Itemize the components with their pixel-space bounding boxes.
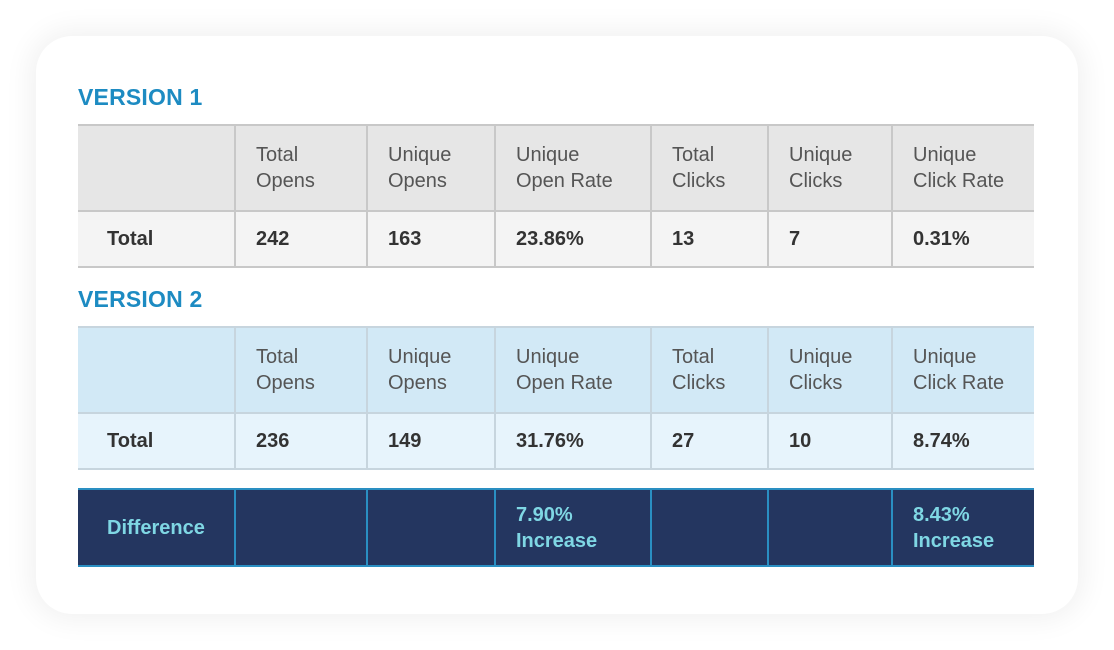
header-line: Unique <box>388 144 452 166</box>
row-label: Total <box>78 211 235 268</box>
header-line: Opens <box>256 170 315 192</box>
difference-empty-cell <box>234 488 367 567</box>
row-label: Total <box>78 413 235 470</box>
header-cell-total-opens: Total Opens <box>234 326 367 414</box>
header-line: Click Rate <box>913 170 1005 192</box>
table-row: Total 242 163 23.86% 13 7 0.31% <box>78 211 1034 268</box>
header-line: Unique <box>913 346 977 368</box>
header-line: Total <box>672 346 715 368</box>
header-cell-unique-click-rate: Unique Click Rate <box>891 326 1034 414</box>
header-empty-cell <box>78 326 235 414</box>
difference-row: Difference 7.90% Increase 8.43% Increase <box>78 488 1034 567</box>
difference-label: Difference <box>78 488 235 567</box>
difference-note: Increase <box>516 529 598 552</box>
difference-table: Difference 7.90% Increase 8.43% Increase <box>78 488 1034 567</box>
value-cell: 149 <box>366 413 495 470</box>
header-line: Open Rate <box>516 170 613 192</box>
header-cell-unique-open-rate: Unique Open Rate <box>494 326 651 414</box>
header-line: Opens <box>388 170 447 192</box>
difference-note: Increase <box>913 529 995 552</box>
header-line: Unique <box>388 346 452 368</box>
value-cell: 163 <box>366 211 495 268</box>
header-line: Open Rate <box>516 372 613 394</box>
header-line: Clicks <box>672 170 726 192</box>
header-line: Total <box>256 144 299 166</box>
value-cell: 23.86% <box>494 211 651 268</box>
value-cell: 236 <box>234 413 367 470</box>
header-cell-unique-open-rate: Unique Open Rate <box>494 124 651 212</box>
value-cell: 10 <box>767 413 892 470</box>
header-cell-unique-clicks: Unique Clicks <box>767 124 892 212</box>
header-line: Unique <box>516 346 580 368</box>
value-cell: 31.76% <box>494 413 651 470</box>
header-line: Unique <box>789 144 853 166</box>
header-cell-unique-click-rate: Unique Click Rate <box>891 124 1034 212</box>
version-1-title: VERSION 1 <box>78 84 203 110</box>
header-cell-total-clicks: Total Clicks <box>650 326 768 414</box>
header-cell-unique-clicks: Unique Clicks <box>767 326 892 414</box>
difference-value: 7.90% <box>516 503 573 526</box>
value-cell: 0.31% <box>891 211 1034 268</box>
table-header-row: Total Opens Unique Opens Unique Open Rate T… <box>78 124 1034 212</box>
difference-empty-cell <box>650 488 768 567</box>
header-cell-total-clicks: Total Clicks <box>650 124 768 212</box>
value-cell: 27 <box>650 413 768 470</box>
value-cell: 13 <box>650 211 768 268</box>
table-header-row: Total Opens Unique Opens Unique Open Rate T… <box>78 326 1034 414</box>
header-empty-cell <box>78 124 235 212</box>
header-line: Total <box>672 144 715 166</box>
difference-open-rate-cell: 7.90% Increase <box>494 488 651 567</box>
header-line: Total <box>256 346 299 368</box>
difference-value: 8.43% <box>913 503 970 526</box>
version-2-title: VERSION 2 <box>78 286 203 312</box>
header-line: Unique <box>789 346 853 368</box>
header-line: Opens <box>388 372 447 394</box>
value-cell: 7 <box>767 211 892 268</box>
header-cell-unique-opens: Unique Opens <box>366 326 495 414</box>
header-line: Click Rate <box>913 372 1005 394</box>
header-line: Clicks <box>789 170 843 192</box>
header-cell-unique-opens: Unique Opens <box>366 124 495 212</box>
header-line: Clicks <box>789 372 843 394</box>
header-cell-total-opens: Total Opens <box>234 124 367 212</box>
value-cell: 8.74% <box>891 413 1034 470</box>
header-line: Unique <box>913 144 977 166</box>
header-line: Unique <box>516 144 580 166</box>
value-cell: 242 <box>234 211 367 268</box>
difference-click-rate-cell: 8.43% Increase <box>891 488 1034 567</box>
difference-empty-cell <box>767 488 892 567</box>
table-row: Total 236 149 31.76% 27 10 8.74% <box>78 413 1034 470</box>
version-2-table: Total Opens Unique Opens Unique Open Rate T… <box>78 326 1034 470</box>
difference-empty-cell <box>366 488 495 567</box>
header-line: Opens <box>256 372 315 394</box>
version-1-table: Total Opens Unique Opens Unique Open Rate T… <box>78 124 1034 268</box>
header-line: Clicks <box>672 372 726 394</box>
